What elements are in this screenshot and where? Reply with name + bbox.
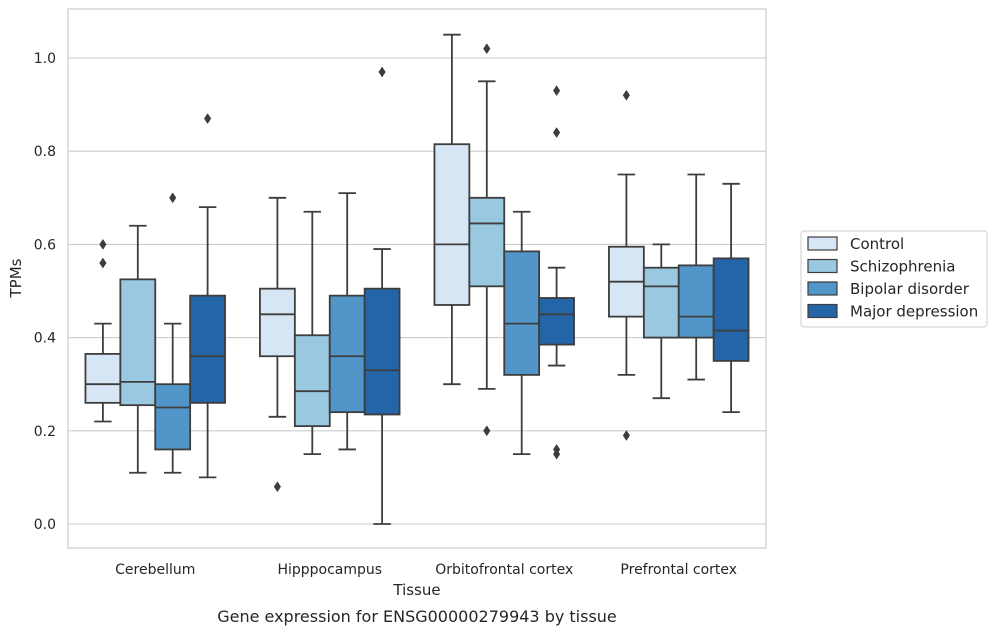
box-bipolar-disorder xyxy=(503,210,541,456)
legend-swatch xyxy=(807,303,838,319)
legend-swatch xyxy=(807,258,838,274)
x-tick-label: Cerebellum xyxy=(115,562,195,578)
legend-label: Bipolar disorder xyxy=(850,280,970,298)
box-bipolar-disorder xyxy=(677,173,715,381)
box-major-depression xyxy=(538,85,575,460)
legend-label: Control xyxy=(850,235,904,253)
box-iqr xyxy=(189,294,226,404)
y-tick-label: 0.2 xyxy=(34,424,56,440)
outlier-point xyxy=(553,85,561,97)
outlier-point xyxy=(99,238,107,250)
outlier-point xyxy=(204,113,212,125)
x-tick-labels: Cerebellum Hipppocampus Orbitofrontal cort… xyxy=(115,562,737,578)
x-tick-label: Orbitofrontal cortex xyxy=(435,562,573,578)
legend: Control Schizophrenia Bipolar disorder Majo… xyxy=(800,230,988,328)
y-tick-labels: 0.0 0.2 0.4 0.6 0.8 1.0 xyxy=(34,51,56,533)
box-bipolar-disorder xyxy=(328,192,366,451)
legend-label: Major depression xyxy=(850,303,978,321)
box-major-depression xyxy=(363,66,401,525)
box-control xyxy=(84,238,122,423)
box-iqr xyxy=(84,353,122,404)
box-iqr xyxy=(433,143,471,306)
box-control xyxy=(608,89,645,441)
box-schizophrenia xyxy=(642,243,680,400)
box-iqr xyxy=(259,287,296,358)
box-iqr xyxy=(363,287,401,416)
outlier-point xyxy=(622,430,630,441)
box-iqr xyxy=(642,266,680,339)
box-iqr xyxy=(712,257,750,362)
legend-swatch xyxy=(807,236,838,251)
box-iqr xyxy=(119,278,157,407)
box-schizophrenia xyxy=(468,43,506,437)
outlier-point xyxy=(483,43,491,55)
box-schizophrenia xyxy=(293,210,331,456)
outlier-point xyxy=(553,443,561,455)
box-iqr xyxy=(468,196,506,288)
outlier-point xyxy=(99,257,107,269)
outlier-point xyxy=(378,66,386,78)
box-layer xyxy=(84,33,750,525)
x-tick-label: Prefrontal cortex xyxy=(620,562,737,578)
y-tick-label: 0.6 xyxy=(34,237,56,253)
box-major-depression xyxy=(189,113,226,479)
y-axis-label: TPMs xyxy=(7,258,25,298)
box-iqr xyxy=(328,294,366,414)
legend-label: Schizophrenia xyxy=(850,258,955,276)
outlier-point xyxy=(553,127,561,139)
y-tick-label: 0.0 xyxy=(34,517,56,533)
outlier-point xyxy=(273,481,281,493)
y-tick-label: 1.0 xyxy=(34,51,56,67)
box-control xyxy=(259,196,296,493)
box-iqr xyxy=(293,334,331,428)
box-iqr xyxy=(503,250,541,376)
box-iqr xyxy=(154,383,192,451)
box-schizophrenia xyxy=(119,224,157,474)
legend-frame xyxy=(800,230,988,328)
box-major-depression xyxy=(712,182,750,414)
x-tick-label: Hipppocampus xyxy=(277,562,382,578)
outlier-point xyxy=(622,89,630,101)
legend-swatch xyxy=(807,281,838,296)
box-bipolar-disorder xyxy=(154,192,192,474)
plot-frame xyxy=(67,8,767,549)
box-iqr xyxy=(538,297,575,346)
y-tick-label: 0.8 xyxy=(34,144,56,160)
outlier-point xyxy=(483,425,491,437)
y-tick-label: 0.4 xyxy=(34,331,56,347)
box-iqr xyxy=(677,264,715,339)
chart-caption: Gene expression for ENSG00000279943 by t… xyxy=(217,607,617,626)
outlier-point xyxy=(169,192,177,204)
box-control xyxy=(433,33,471,386)
x-axis-label: Tissue xyxy=(392,581,440,599)
